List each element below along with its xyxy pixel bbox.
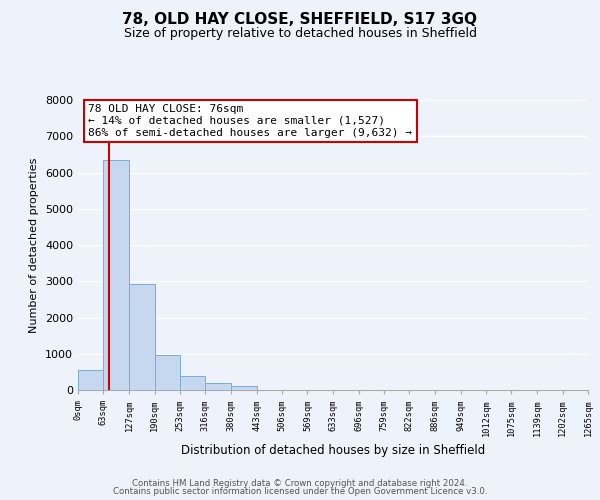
Bar [78,370,103,390]
Text: 78, OLD HAY CLOSE, SHEFFIELD, S17 3GQ: 78, OLD HAY CLOSE, SHEFFIELD, S17 3GQ [122,12,478,28]
Bar [205,384,231,390]
Bar [103,160,129,390]
Text: 78 OLD HAY CLOSE: 76sqm
← 14% of detached houses are smaller (1,527)
86% of semi: 78 OLD HAY CLOSE: 76sqm ← 14% of detache… [88,104,412,138]
X-axis label: Distribution of detached houses by size in Sheffield: Distribution of detached houses by size … [181,444,485,457]
Bar [180,376,205,390]
Text: Contains HM Land Registry data © Crown copyright and database right 2024.: Contains HM Land Registry data © Crown c… [132,478,468,488]
Text: Contains public sector information licensed under the Open Government Licence v3: Contains public sector information licen… [113,487,487,496]
Text: Size of property relative to detached houses in Sheffield: Size of property relative to detached ho… [124,28,476,40]
Y-axis label: Number of detached properties: Number of detached properties [29,158,40,332]
Bar [231,386,257,390]
Bar [155,354,180,390]
Bar [129,284,155,390]
